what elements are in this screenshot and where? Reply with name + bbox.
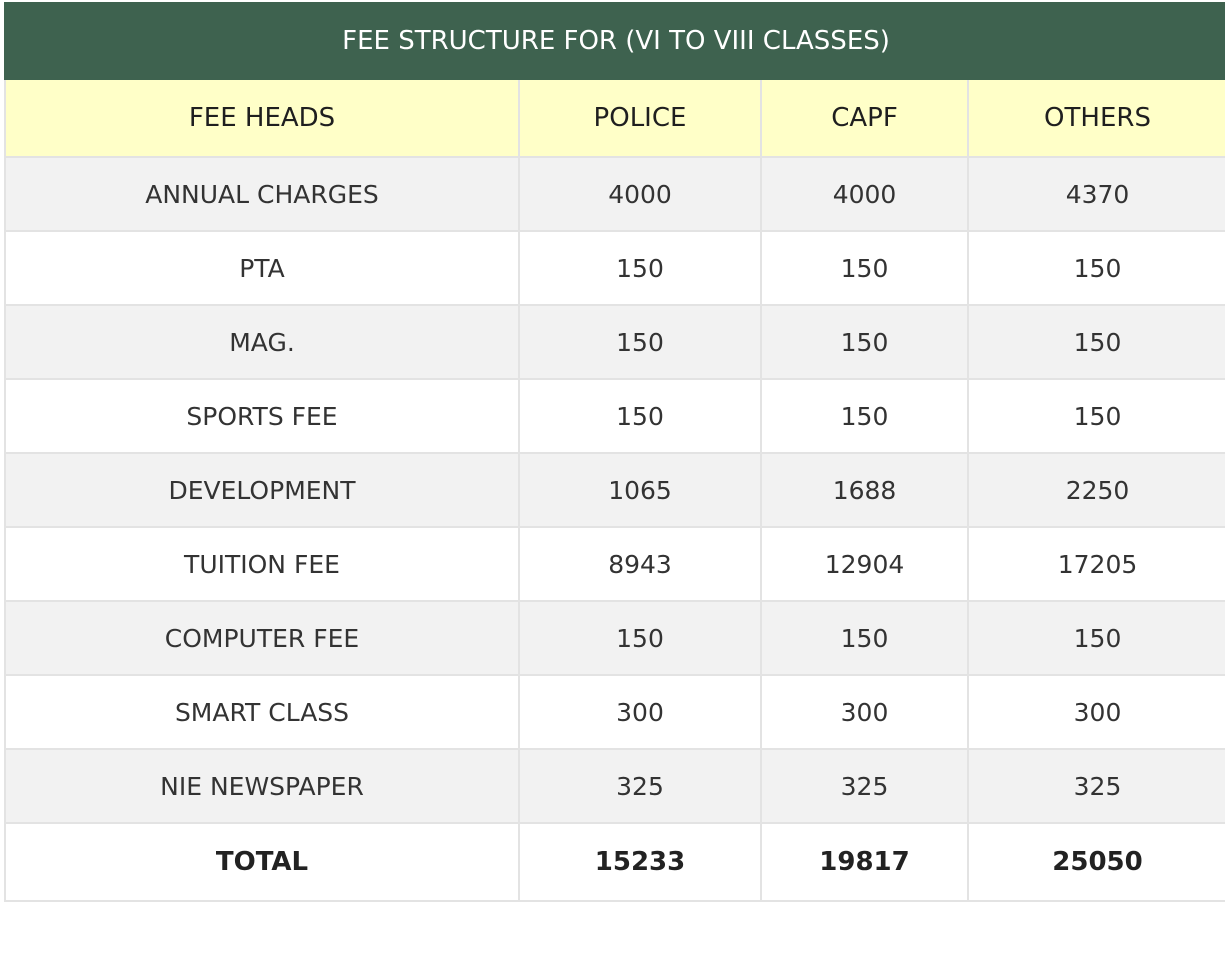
- table-row: SMART CLASS 300 300 300: [4, 674, 1225, 750]
- others-cell: 150: [966, 230, 1225, 306]
- fee-head-cell: COMPUTER FEE: [4, 600, 520, 676]
- header-police: POLICE: [518, 78, 762, 158]
- header-capf: CAPF: [760, 78, 969, 158]
- table-row: TUITION FEE 8943 12904 17205: [4, 526, 1225, 602]
- table-row: PTA 150 150 150: [4, 230, 1225, 306]
- police-cell: 325: [518, 748, 762, 824]
- table-header-row: FEE HEADS POLICE CAPF OTHERS: [4, 78, 1225, 158]
- header-fee-heads: FEE HEADS: [4, 78, 520, 158]
- table-row: MAG. 150 150 150: [4, 304, 1225, 380]
- fee-head-cell: ANNUAL CHARGES: [4, 156, 520, 232]
- police-cell: 150: [518, 378, 762, 454]
- total-row: TOTAL 15233 19817 25050: [4, 822, 1225, 902]
- others-cell: 150: [966, 600, 1225, 676]
- fee-head-cell: MAG.: [4, 304, 520, 380]
- capf-cell: 325: [760, 748, 969, 824]
- table-title-row: FEE STRUCTURE FOR (VI TO VIII CLASSES): [3, 2, 1225, 80]
- total-police: 15233: [518, 822, 762, 902]
- fee-head-cell: NIE NEWSPAPER: [4, 748, 520, 824]
- others-cell: 4370: [966, 156, 1225, 232]
- others-cell: 300: [966, 674, 1225, 750]
- total-label: TOTAL: [4, 822, 520, 902]
- police-cell: 4000: [518, 156, 762, 232]
- police-cell: 8943: [518, 526, 762, 602]
- capf-cell: 150: [760, 378, 969, 454]
- capf-cell: 1688: [760, 452, 969, 528]
- table-title: FEE STRUCTURE FOR (VI TO VIII CLASSES): [3, 2, 1225, 80]
- capf-cell: 300: [760, 674, 969, 750]
- capf-cell: 150: [760, 600, 969, 676]
- police-cell: 150: [518, 304, 762, 380]
- fee-head-cell: SMART CLASS: [4, 674, 520, 750]
- police-cell: 300: [518, 674, 762, 750]
- fee-head-cell: DEVELOPMENT: [4, 452, 520, 528]
- table-row: SPORTS FEE 150 150 150: [4, 378, 1225, 454]
- total-others: 25050: [966, 822, 1225, 902]
- total-capf: 19817: [760, 822, 969, 902]
- fee-head-cell: PTA: [4, 230, 520, 306]
- fee-head-cell: SPORTS FEE: [4, 378, 520, 454]
- others-cell: 325: [966, 748, 1225, 824]
- capf-cell: 150: [760, 230, 969, 306]
- table-row: ANNUAL CHARGES 4000 4000 4370: [4, 156, 1225, 232]
- header-others: OTHERS: [966, 78, 1225, 158]
- table-row: COMPUTER FEE 150 150 150: [4, 600, 1225, 676]
- fee-structure-table: FEE STRUCTURE FOR (VI TO VIII CLASSES) F…: [3, 2, 1225, 902]
- capf-cell: 150: [760, 304, 969, 380]
- others-cell: 2250: [966, 452, 1225, 528]
- others-cell: 17205: [966, 526, 1225, 602]
- capf-cell: 12904: [760, 526, 969, 602]
- table-row: NIE NEWSPAPER 325 325 325: [4, 748, 1225, 824]
- table-row: DEVELOPMENT 1065 1688 2250: [4, 452, 1225, 528]
- others-cell: 150: [966, 378, 1225, 454]
- police-cell: 150: [518, 230, 762, 306]
- fee-head-cell: TUITION FEE: [4, 526, 520, 602]
- police-cell: 1065: [518, 452, 762, 528]
- others-cell: 150: [966, 304, 1225, 380]
- police-cell: 150: [518, 600, 762, 676]
- capf-cell: 4000: [760, 156, 969, 232]
